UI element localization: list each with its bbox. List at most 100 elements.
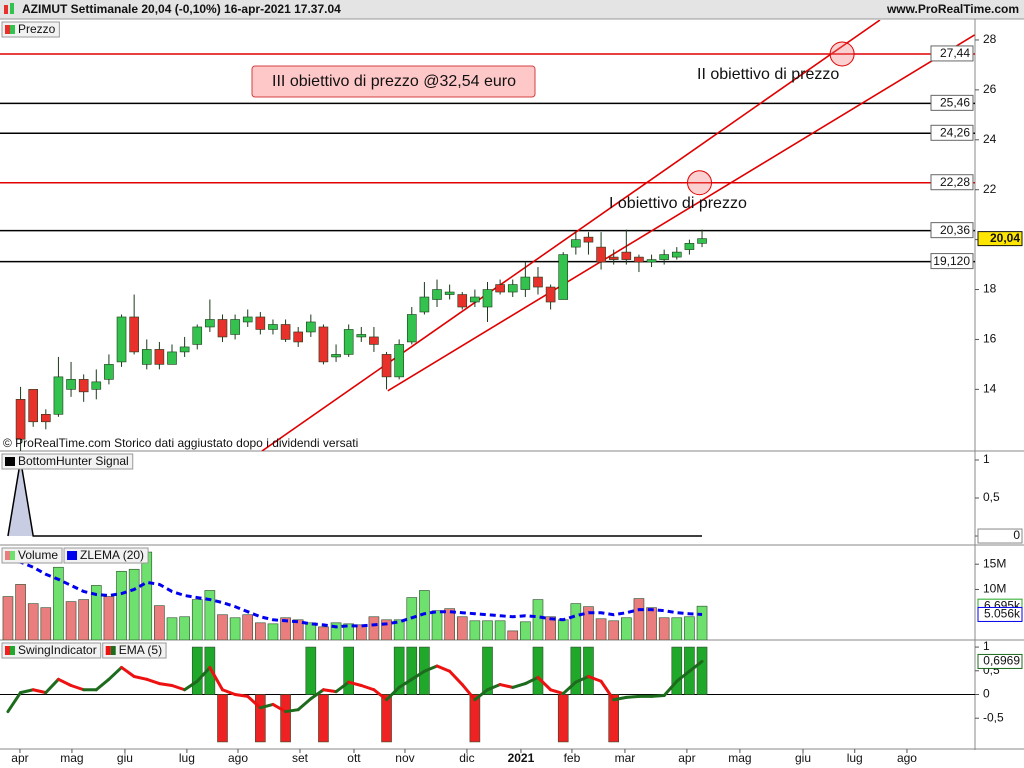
line-segment <box>687 659 704 673</box>
header-title: AZIMUT Settimanale 20,04 (-0,10%) 16-apr… <box>22 2 341 16</box>
app-icon <box>10 3 14 14</box>
x-tick-label: giu <box>795 751 811 765</box>
bar <box>520 621 531 640</box>
bar <box>507 630 519 640</box>
bar <box>368 616 380 640</box>
candle-body <box>192 326 203 345</box>
bar <box>53 566 64 640</box>
legend-label: Volume <box>18 548 58 562</box>
x-tick-label: nov <box>395 751 414 765</box>
area <box>7 459 703 537</box>
bar <box>103 596 115 640</box>
candle-body <box>116 316 127 363</box>
bar <box>671 646 683 695</box>
level-label-box <box>930 174 974 191</box>
candle-body <box>671 251 682 258</box>
candle-body <box>41 414 51 423</box>
candle-body <box>179 346 190 353</box>
bar <box>78 599 89 640</box>
candle-body <box>571 239 581 248</box>
target-circle <box>687 170 713 196</box>
legend-item: SwingIndicator <box>1 642 102 659</box>
line-segment <box>195 665 212 683</box>
line-segment <box>94 677 111 692</box>
legend-swatch <box>10 551 15 560</box>
candle-body <box>608 256 619 260</box>
bar <box>570 646 582 695</box>
bar <box>280 694 291 743</box>
bar <box>15 584 26 640</box>
bar <box>658 617 670 640</box>
candle-body <box>545 286 556 303</box>
bar <box>532 599 544 640</box>
line-segment <box>132 674 149 681</box>
legend-swatch <box>5 457 15 466</box>
legend-label: BottomHunter Signal <box>18 454 129 468</box>
bar <box>482 646 493 695</box>
line-segment <box>69 683 86 692</box>
bar <box>570 603 582 640</box>
y-tick-label: 15M <box>983 556 1006 570</box>
level-label-box <box>930 222 974 239</box>
x-tick-label: lug <box>179 751 195 765</box>
line-segment <box>397 677 414 689</box>
legend-swatch <box>67 551 78 560</box>
bar <box>242 614 254 640</box>
x-tick-label: feb <box>564 751 581 765</box>
level-label-box <box>930 94 974 111</box>
value-label-box <box>977 231 1023 247</box>
bar <box>255 694 266 743</box>
bar <box>40 607 52 640</box>
y-tick-label: 0 <box>983 687 990 701</box>
candle-body <box>369 336 379 345</box>
bar <box>557 694 569 743</box>
line-segment <box>44 677 60 695</box>
bar <box>191 599 203 640</box>
y-tick-label: -0,5 <box>983 710 1004 724</box>
line-segment <box>549 688 565 696</box>
legend-label: Prezzo <box>18 22 56 36</box>
legend-box <box>1 547 63 564</box>
x-tick-label: mag <box>728 751 751 765</box>
x-tick-label: mag <box>60 751 83 765</box>
annotation-box <box>251 65 536 98</box>
x-tick-label: lug <box>847 751 863 765</box>
candle-body <box>331 354 341 358</box>
candle-body <box>495 284 505 293</box>
candle-body <box>381 354 392 378</box>
line-segment <box>650 693 666 698</box>
bar <box>305 646 317 695</box>
line-segment <box>586 674 603 683</box>
bar <box>330 622 342 640</box>
legend-label: EMA (5) <box>119 643 162 657</box>
legend-item: Volume <box>1 547 63 564</box>
app-icon <box>4 5 8 14</box>
line-segment <box>599 679 616 702</box>
line-segment <box>385 685 401 702</box>
candle-body <box>621 251 632 260</box>
legend-label: SwingIndicator <box>18 643 97 657</box>
bar <box>532 646 544 695</box>
bar <box>318 694 329 743</box>
candle-body <box>78 379 89 393</box>
bar <box>217 694 228 743</box>
line-segment <box>448 669 464 687</box>
panel-overlay: 10,500BottomHunter Signal <box>1 452 1023 544</box>
candle-body <box>280 324 291 340</box>
candle-body <box>154 349 165 365</box>
candle-body <box>293 331 304 343</box>
panel <box>7 459 703 537</box>
value-label: 5.056k <box>984 607 1021 621</box>
line-segment <box>435 664 452 673</box>
candle-body <box>217 319 228 338</box>
line-segment <box>56 677 73 687</box>
line-segment <box>486 683 502 692</box>
bar <box>381 694 392 743</box>
line <box>7 459 703 537</box>
candle-body <box>697 238 707 244</box>
bar <box>65 601 77 640</box>
line-segment <box>220 688 237 696</box>
x-tick-label: ago <box>228 751 248 765</box>
header-site[interactable]: www.ProRealTime.com <box>886 2 1019 16</box>
bar <box>671 617 683 640</box>
